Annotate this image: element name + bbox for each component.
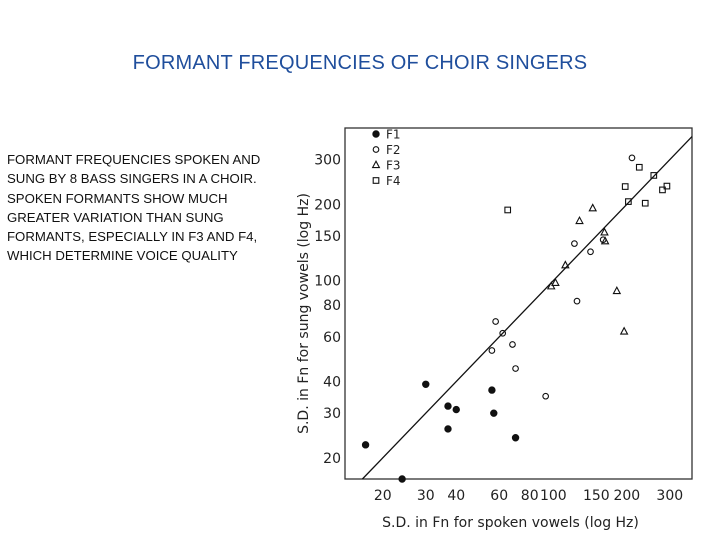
identity-line-path xyxy=(361,136,693,480)
scatter-chart: 20 30 40 60 80 100 150 200 300 20304060801001502… xyxy=(296,127,693,531)
data-point-f3 xyxy=(575,215,584,225)
y-tick-label: 60 xyxy=(323,330,341,346)
data-point-f1 xyxy=(444,402,452,410)
body-paragraph-2: SPOKEN FORMANTS SHOW MUCH GREATER VARIAT… xyxy=(7,190,258,264)
y-tick-label: 30 xyxy=(323,406,341,422)
plot-border xyxy=(344,127,693,480)
legend-marker-f2 xyxy=(372,146,380,153)
body-text: FORMANT FREQUENCIES SPOKEN AND SUNG BY 8… xyxy=(7,150,277,266)
data-point-f1 xyxy=(452,405,460,414)
y-tick-label: 300 xyxy=(314,153,341,169)
data-point-f2 xyxy=(628,154,636,162)
y-tick-label: 40 xyxy=(323,375,341,391)
x-tick-label: 40 xyxy=(447,488,465,504)
x-tick-label: 200 xyxy=(613,488,640,504)
data-points xyxy=(361,154,671,483)
data-point-f2 xyxy=(571,240,578,247)
data-point-f4 xyxy=(625,198,632,205)
y-tick-label: 200 xyxy=(314,197,341,213)
plot-frame xyxy=(344,127,693,480)
x-tick-label: 150 xyxy=(583,488,610,504)
data-point-f3 xyxy=(612,286,622,295)
data-point-f4 xyxy=(504,206,512,214)
data-point-f3 xyxy=(561,260,570,269)
y-tick-labels: 20 30 40 60 80 100 150 200 300 xyxy=(314,153,341,467)
data-point-f1 xyxy=(488,386,496,394)
data-point-f1 xyxy=(444,425,452,433)
data-point-f1 xyxy=(490,409,498,417)
x-tick-label: 80 xyxy=(521,488,539,504)
data-point-f3 xyxy=(600,227,609,236)
data-point-f4 xyxy=(635,163,643,171)
data-point-f2 xyxy=(512,365,519,372)
y-axis-label: S.D. in Fn for sung vowels (log Hz) xyxy=(296,193,312,434)
data-point-f2 xyxy=(587,248,594,256)
x-tick-label: 60 xyxy=(490,488,508,504)
data-point-f2 xyxy=(488,347,496,354)
data-point-f3 xyxy=(600,236,610,245)
y-tick-label: 100 xyxy=(314,274,341,290)
y-tick-label: 80 xyxy=(323,298,341,314)
data-point-f1 xyxy=(511,434,520,442)
data-point-f2 xyxy=(542,392,550,400)
slide-title: FORMANT FREQUENCIES OF CHOIR SINGERS xyxy=(132,52,588,74)
data-point-f4 xyxy=(641,199,649,207)
data-point-f4 xyxy=(621,183,629,190)
legend-marker-f4 xyxy=(372,177,380,184)
body-paragraph-1: FORMANT FREQUENCIES SPOKEN AND SUNG BY 8… xyxy=(7,152,261,187)
data-point-f3 xyxy=(551,277,560,287)
data-point-f2 xyxy=(573,297,581,305)
data-point-f4 xyxy=(650,172,658,179)
data-point-f2 xyxy=(499,329,507,337)
x-tick-labels: 20 30 40 60 80 100 150 200 300 xyxy=(374,488,683,504)
legend-label-f3: F3 xyxy=(386,159,401,173)
x-tick-label: 300 xyxy=(656,488,683,504)
x-axis-label: S.D. in Fn for spoken vowels (log Hz) xyxy=(382,515,639,531)
legend-label-f2: F2 xyxy=(386,143,401,157)
data-point-f1 xyxy=(422,380,430,388)
data-point-f4 xyxy=(659,186,666,194)
x-tick-label: 30 xyxy=(417,488,435,504)
data-point-f1 xyxy=(361,441,370,449)
data-point-f4 xyxy=(663,182,671,190)
y-tick-label: 20 xyxy=(323,451,341,467)
data-point-f1 xyxy=(398,475,406,483)
legend-label-f4: F4 xyxy=(386,174,401,188)
data-point-f3 xyxy=(619,326,629,335)
x-tick-label: 20 xyxy=(374,488,392,504)
legend-marker-f3 xyxy=(371,160,381,169)
x-tick-label: 100 xyxy=(540,488,567,504)
data-point-f2 xyxy=(509,341,516,348)
legend-label-f1: F1 xyxy=(386,128,401,142)
data-point-f3 xyxy=(588,203,598,212)
y-tick-label: 150 xyxy=(314,229,341,245)
legend-marker-f1 xyxy=(372,130,380,138)
data-point-f2 xyxy=(492,318,499,325)
identity-line xyxy=(361,136,693,480)
